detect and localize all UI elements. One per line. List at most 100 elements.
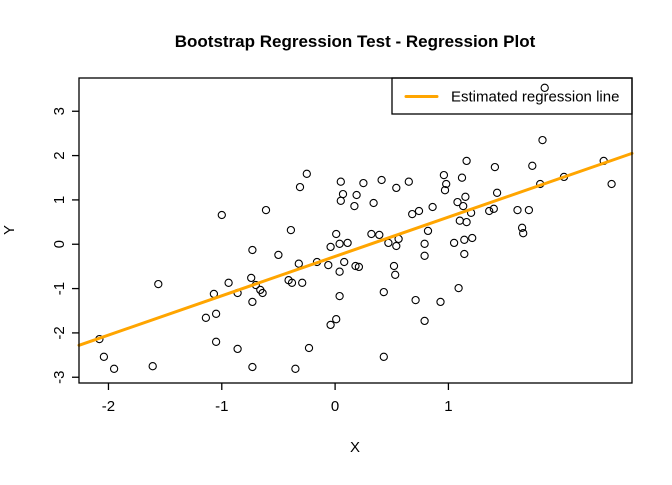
data-point xyxy=(461,192,470,201)
data-point xyxy=(460,249,469,259)
data-point xyxy=(258,288,267,298)
data-point xyxy=(490,162,500,172)
data-point xyxy=(99,352,109,361)
data-point xyxy=(248,245,257,255)
data-point xyxy=(492,188,502,197)
data-point xyxy=(408,209,417,219)
data-point xyxy=(392,241,401,251)
data-point xyxy=(367,229,376,239)
data-point xyxy=(359,178,368,188)
data-point xyxy=(485,206,494,216)
x-tick-label: 1 xyxy=(444,398,452,415)
data-point xyxy=(528,161,537,170)
data-point xyxy=(459,201,468,211)
data-point xyxy=(335,267,344,276)
data-point xyxy=(379,352,388,361)
data-point xyxy=(294,259,303,268)
regression-line xyxy=(77,151,634,347)
x-tick-label: 0 xyxy=(331,398,339,415)
y-axis-title: Y xyxy=(1,225,18,235)
data-point xyxy=(332,315,341,324)
y-tick-label: 3 xyxy=(51,107,68,115)
x-axis-title: X xyxy=(350,439,360,456)
data-point xyxy=(414,206,424,216)
data-point xyxy=(440,186,450,195)
data-point xyxy=(420,316,429,326)
data-point xyxy=(332,229,341,239)
data-point xyxy=(350,201,359,211)
data-point xyxy=(148,362,157,371)
data-point xyxy=(335,239,344,248)
data-point xyxy=(109,364,119,373)
data-point xyxy=(449,238,459,248)
data-point xyxy=(420,239,429,248)
data-point xyxy=(540,83,549,92)
data-point xyxy=(454,283,463,293)
data-point xyxy=(436,297,445,307)
data-point xyxy=(462,156,471,166)
data-point xyxy=(538,135,547,145)
y-tick-label: 1 xyxy=(51,196,68,204)
data-point xyxy=(217,210,226,220)
data-point xyxy=(524,205,534,215)
data-point xyxy=(295,182,305,192)
data-point xyxy=(326,242,335,252)
data-point xyxy=(457,173,467,182)
data-point xyxy=(287,278,297,287)
data-point xyxy=(460,235,469,244)
data-point xyxy=(343,238,352,248)
y-tick-label: -2 xyxy=(51,326,68,339)
data-point xyxy=(304,343,314,353)
x-axis-ticks: -2 -1 0 1 xyxy=(102,383,453,415)
data-point xyxy=(389,261,399,271)
data-point xyxy=(201,313,211,322)
data-point xyxy=(607,179,616,189)
data-point xyxy=(391,270,400,279)
data-point xyxy=(375,230,384,240)
data-point xyxy=(233,344,242,354)
data-point xyxy=(519,229,528,238)
data-point xyxy=(326,320,335,330)
data-point xyxy=(453,197,462,207)
y-tick-label: 2 xyxy=(51,151,68,159)
data-point xyxy=(336,177,345,186)
data-point xyxy=(298,278,307,287)
data-point xyxy=(211,309,221,318)
data-point xyxy=(154,279,163,289)
data-point xyxy=(352,190,361,200)
y-tick-label: 0 xyxy=(51,240,68,248)
data-point xyxy=(302,169,311,178)
data-point xyxy=(392,183,401,193)
data-point xyxy=(517,223,527,232)
data-point xyxy=(335,291,344,301)
legend-box: Estimated regression line xyxy=(391,77,633,115)
data-point xyxy=(247,273,256,283)
data-point xyxy=(411,295,420,305)
data-point xyxy=(489,204,498,213)
data-point xyxy=(423,226,433,236)
data-point xyxy=(324,260,333,270)
data-point xyxy=(286,225,296,235)
data-point xyxy=(211,337,221,346)
data-point xyxy=(404,177,413,186)
data-point xyxy=(428,202,437,212)
data-point xyxy=(462,217,471,227)
data-point xyxy=(340,257,349,267)
data-point xyxy=(291,364,300,373)
data-point xyxy=(369,198,378,208)
data-point xyxy=(224,278,233,287)
data-point xyxy=(468,233,477,243)
data-point xyxy=(351,261,360,271)
y-axis-ticks: -3 -2 -1 0 1 2 3 xyxy=(51,107,79,384)
data-point xyxy=(513,205,522,215)
data-point xyxy=(248,362,257,372)
data-point xyxy=(354,262,364,272)
plot-title: Bootstrap Regression Test - Regression P… xyxy=(175,32,536,51)
data-point xyxy=(379,287,388,297)
data-point xyxy=(248,297,257,307)
y-tick-label: -3 xyxy=(51,371,68,384)
data-point xyxy=(261,205,271,215)
data-point xyxy=(274,250,283,260)
